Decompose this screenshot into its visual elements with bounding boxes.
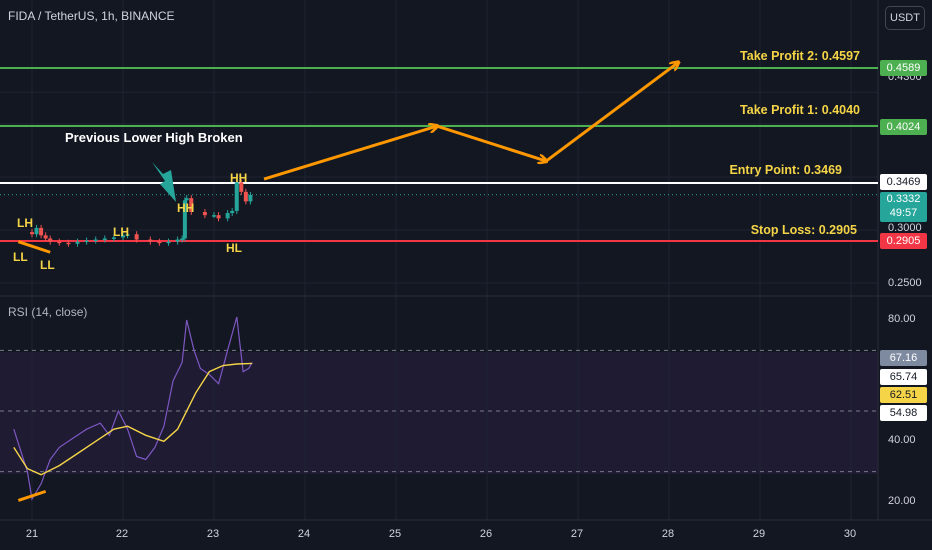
rsi-line bbox=[13, 316, 253, 501]
projection-arrows bbox=[263, 63, 678, 181]
time-tick: 27 bbox=[570, 528, 584, 540]
symbol-title: FIDA / TetherUS, 1h, BINANCE bbox=[8, 9, 175, 23]
current-price-value: 0.3332 bbox=[886, 193, 921, 205]
candle-body bbox=[243, 191, 248, 202]
candle-body bbox=[43, 235, 48, 239]
candle-body bbox=[225, 213, 230, 219]
rsi-value-tag: 65.74 bbox=[880, 369, 927, 385]
swing-label-lh: LH bbox=[17, 216, 33, 230]
candle-body bbox=[84, 240, 89, 243]
take-profit-1-price-tag: 0.4024 bbox=[880, 119, 927, 135]
candle-body bbox=[48, 238, 53, 242]
candle-body bbox=[34, 227, 39, 235]
candle-body bbox=[111, 237, 116, 239]
candle-body bbox=[239, 182, 244, 192]
previous-lower-high-annotation: Previous Lower High Broken bbox=[65, 130, 243, 145]
price-series bbox=[30, 179, 253, 247]
stop-loss-annotation: Stop Loss: 0.2905 bbox=[750, 223, 857, 237]
candle-body bbox=[93, 239, 98, 242]
candle-body bbox=[75, 241, 80, 244]
decorations bbox=[17, 162, 176, 502]
time-tick: 30 bbox=[843, 528, 857, 540]
projection-arrow bbox=[436, 124, 546, 161]
entry-point-annotation: Entry Point: 0.3469 bbox=[729, 163, 842, 177]
candle-body bbox=[157, 241, 162, 244]
entry-price-tag: 0.3469 bbox=[880, 174, 927, 190]
time-tick: 23 bbox=[206, 528, 220, 540]
breakout-pointer-arrow bbox=[152, 162, 176, 202]
price-tick: 0.3000 bbox=[888, 222, 922, 234]
rsi-ma-line bbox=[13, 362, 253, 476]
candle-body bbox=[66, 242, 71, 245]
candle-body bbox=[148, 239, 153, 242]
rsi-tick: 80.00 bbox=[888, 313, 916, 325]
candle-body bbox=[248, 195, 253, 202]
level-lines bbox=[0, 67, 878, 242]
currency-button[interactable]: USDT bbox=[885, 6, 925, 30]
candle-body bbox=[234, 182, 239, 211]
candle-body bbox=[189, 198, 194, 212]
rsi-divergence-stroke bbox=[17, 489, 47, 502]
candle-body bbox=[134, 234, 139, 240]
rsi-tick: 20.00 bbox=[888, 495, 916, 507]
time-tick: 24 bbox=[297, 528, 311, 540]
candle-body bbox=[30, 232, 34, 235]
grid bbox=[0, 0, 878, 520]
take-profit-2-annotation: Take Profit 2: 0.4597 bbox=[740, 49, 860, 63]
rsi-ma-value-tag: 62.51 bbox=[880, 387, 927, 403]
take-profit-2-price-tag: 0.4589 bbox=[880, 60, 927, 76]
candle-body bbox=[175, 239, 180, 242]
candle-body bbox=[182, 200, 187, 239]
current-price-tag: 0.3332 49:57 bbox=[880, 192, 927, 222]
pane-separators bbox=[0, 0, 932, 521]
candle-body bbox=[202, 211, 207, 216]
swing-label-hh: HH bbox=[230, 171, 248, 185]
swing-label-lh: LH bbox=[113, 225, 129, 239]
candle-body bbox=[212, 215, 216, 217]
candle-body bbox=[166, 241, 171, 244]
rsi-value-tag: 54.98 bbox=[880, 405, 927, 421]
candle-body bbox=[125, 234, 130, 236]
rsi-value-tag: 67.16 bbox=[880, 350, 927, 366]
price-tick: 0.2500 bbox=[888, 277, 922, 289]
swing-label-ll: LL bbox=[40, 258, 55, 272]
stop-loss-price-tag: 0.2905 bbox=[880, 233, 927, 249]
time-tick: 28 bbox=[661, 528, 675, 540]
candle-body bbox=[216, 215, 221, 219]
candle-body bbox=[184, 198, 189, 201]
candle-body bbox=[102, 238, 107, 240]
bar-countdown: 49:57 bbox=[889, 207, 918, 219]
time-tick: 21 bbox=[25, 528, 39, 540]
projection-arrow bbox=[263, 126, 437, 181]
rsi-indicator-label[interactable]: RSI (14, close) bbox=[8, 305, 88, 319]
candle-body bbox=[121, 235, 125, 238]
swing-label-hl: HL bbox=[226, 241, 242, 255]
candle-body bbox=[230, 210, 235, 214]
swing-label-ll: LL bbox=[13, 250, 28, 264]
candle-body bbox=[57, 241, 62, 244]
lower-low-stroke bbox=[17, 240, 51, 254]
candle-body bbox=[180, 238, 185, 240]
time-tick: 25 bbox=[388, 528, 402, 540]
rsi-band-background bbox=[0, 352, 878, 474]
time-tick: 29 bbox=[752, 528, 766, 540]
candle-body bbox=[39, 227, 44, 236]
rsi-tick: 40.00 bbox=[888, 434, 916, 446]
swing-label-hh: HH bbox=[177, 201, 195, 215]
projection-arrow bbox=[545, 63, 678, 163]
take-profit-1-annotation: Take Profit 1: 0.4040 bbox=[740, 103, 860, 117]
time-tick: 26 bbox=[479, 528, 493, 540]
rsi-series bbox=[0, 316, 878, 501]
time-tick: 22 bbox=[115, 528, 129, 540]
